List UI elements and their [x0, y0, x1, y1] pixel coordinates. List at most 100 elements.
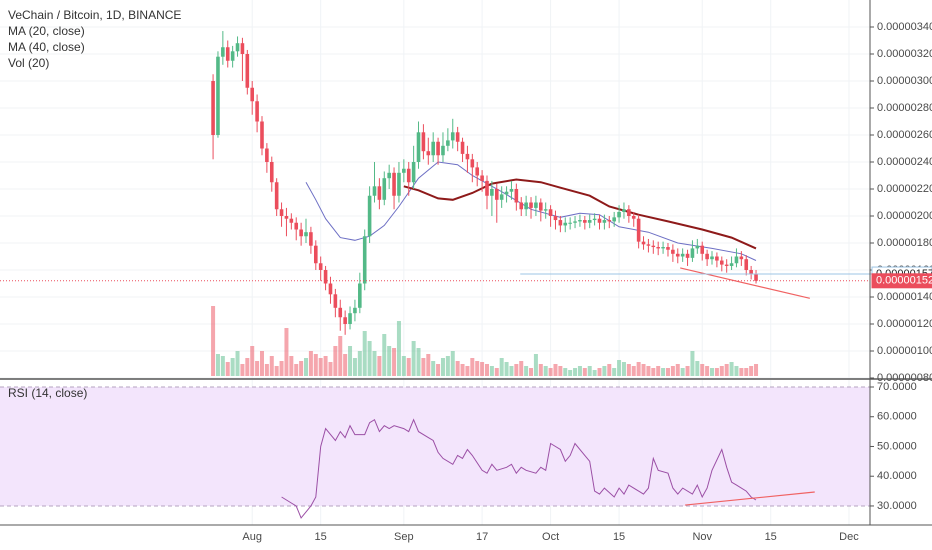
candle-body: [240, 43, 245, 54]
candle-body: [358, 283, 362, 308]
candle-body: [318, 263, 323, 270]
candle-body: [441, 145, 445, 156]
volume-bar: [597, 368, 602, 376]
candle-body: [592, 218, 597, 221]
volume-bar: [719, 366, 724, 376]
candle-body: [612, 217, 616, 222]
volume-bar: [636, 362, 641, 376]
candle-body: [744, 259, 749, 270]
candle-body: [490, 189, 494, 196]
volume-bar: [421, 358, 426, 376]
volume-bar: [631, 366, 636, 376]
volume-bar: [617, 360, 622, 376]
candle-body: [656, 247, 660, 249]
volume-bar: [392, 348, 397, 376]
x-tick-label: Oct: [542, 531, 559, 543]
candle-body: [333, 294, 338, 308]
candle-body: [661, 247, 665, 249]
volume-bar: [670, 366, 675, 376]
volume-bar: [304, 358, 309, 376]
volume-bar: [255, 361, 260, 376]
candle-body: [475, 167, 480, 176]
candle-body: [255, 101, 259, 122]
volume-bar: [646, 366, 651, 376]
candle-body: [299, 229, 303, 237]
candle-body: [397, 172, 401, 196]
rsi-line: [281, 418, 757, 519]
volume-bar: [318, 358, 323, 376]
candle-body: [465, 153, 470, 160]
volume-bar: [734, 366, 739, 376]
y-tick-label: 0.00000340: [877, 21, 932, 33]
y-tick-label: 0.00000200: [877, 210, 932, 222]
volume-bar: [602, 366, 607, 376]
candle-body: [230, 51, 235, 61]
volume-bar: [284, 328, 289, 376]
volume-bar: [357, 351, 362, 376]
y-tick-label: 0.00000220: [877, 183, 932, 195]
candle-body: [211, 81, 215, 135]
volume-bar: [675, 364, 680, 376]
rsi-band: [0, 386, 870, 506]
volume-bar: [504, 362, 509, 376]
candle-body: [695, 245, 700, 249]
y-tick-label: 0.00000140: [877, 291, 932, 303]
volume-bar: [308, 351, 313, 376]
candle-body: [274, 182, 279, 210]
candle-body: [539, 202, 543, 211]
volume-bar: [396, 321, 401, 376]
y-tick-label: 0.00000100: [877, 345, 932, 357]
rsi-title: RSI (14, close): [8, 386, 87, 400]
candle-body: [294, 222, 299, 230]
x-tick-label: Nov: [692, 531, 712, 543]
candle-body: [710, 256, 714, 260]
volume-bar: [450, 351, 455, 376]
y-tick-label: 50.0000: [877, 440, 917, 452]
volume-bar: [259, 351, 264, 376]
trendline: [685, 491, 815, 506]
volume-bar: [230, 358, 235, 376]
candle-body: [402, 168, 406, 173]
volume-bar: [568, 370, 573, 376]
candle-body: [719, 260, 724, 265]
volume-bar: [739, 368, 744, 376]
y-tick-label: 0.00000300: [877, 75, 932, 87]
candle-body: [749, 270, 753, 275]
candle-body: [353, 307, 357, 314]
y-tick-label: 60.0000: [877, 411, 917, 423]
volume-bar: [710, 368, 715, 376]
x-tick-label: 15: [765, 531, 777, 543]
volume-bar: [269, 356, 274, 376]
volume-bar: [445, 356, 450, 376]
y-tick-label: 0.00000260: [877, 129, 932, 141]
candle-body: [470, 159, 475, 168]
y-tick-label: 30.0000: [877, 500, 917, 512]
volume-bar: [382, 334, 387, 376]
volume-bar: [480, 362, 485, 376]
candle-body: [514, 189, 519, 203]
volume-bar: [749, 366, 754, 376]
candle-body: [455, 132, 460, 142]
candle-body: [245, 54, 250, 88]
volume-bar: [401, 356, 406, 376]
volume-bar: [470, 358, 475, 376]
x-tick-label: Dec: [839, 531, 859, 543]
candle-body: [323, 270, 328, 284]
volume-bar: [651, 368, 656, 376]
trendline: [680, 267, 810, 299]
volume-bar: [338, 336, 343, 376]
volume-bar: [621, 362, 626, 376]
candle-body: [289, 218, 294, 223]
volume-bar: [538, 364, 543, 376]
candle-body: [450, 132, 455, 141]
volume-bar: [352, 358, 357, 376]
candle-body: [680, 253, 685, 257]
candle-body: [446, 140, 450, 146]
volume-bar: [489, 366, 494, 376]
candle-body: [265, 148, 269, 162]
candle-body: [534, 202, 538, 208]
volume-bar: [333, 346, 338, 376]
candle-body: [348, 313, 352, 324]
volume-bar: [754, 364, 759, 376]
